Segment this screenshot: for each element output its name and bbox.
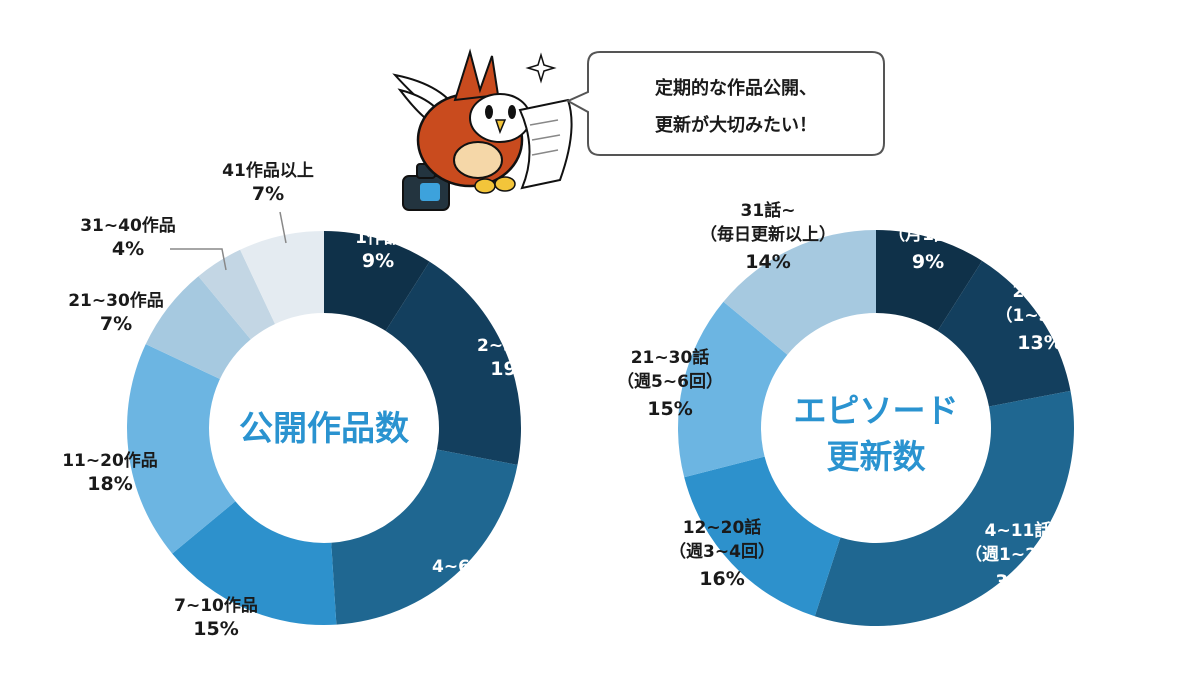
published-works-slice-6 (145, 276, 251, 380)
episode-updates-center-title-line-2: 更新数 (827, 437, 927, 476)
episode-updates-slice-5 (678, 301, 788, 478)
episode-updates-percent-label: 9% (912, 251, 944, 273)
bird-mascot-illustration (392, 48, 573, 211)
episode-updates-frequency-label: （週1~2回） (965, 544, 1071, 565)
episode-updates-frequency-label: （週3~4回） (669, 541, 775, 562)
published-works-percent-label: 9% (362, 250, 394, 272)
episode-updates-frequency-label: （1~3回） (996, 305, 1085, 326)
published-works-slice-4 (172, 501, 337, 625)
episode-updates-slice-6 (723, 230, 876, 355)
episode-updates-donut-chart: 1話 （月1回） 9% 2~3話 （1~3回） 13% 4~11話 （週1~2回） 33% 12~… (617, 200, 1085, 627)
episode-updates-category-label: 31話~ (741, 200, 796, 221)
episode-updates-frequency-label: （週5~6回） (617, 371, 723, 392)
episode-updates-percent-label: 14% (745, 251, 790, 273)
published-works-percent-label: 18% (87, 473, 132, 495)
published-works-slice-1 (324, 231, 430, 331)
published-works-slice-7 (198, 249, 276, 340)
episode-updates-percent-label: 16% (699, 568, 744, 590)
episode-updates-slice-4 (684, 456, 841, 617)
episode-updates-frequency-label: （月1回） (888, 224, 968, 245)
published-works-center-title: 公開作品数 (239, 409, 409, 449)
episode-updates-category-label: 2~3話 (1013, 281, 1068, 302)
published-works-percent-label: 7% (252, 183, 284, 205)
episode-updates-slice-2 (937, 260, 1071, 407)
published-works-category-label: 41作品以上 (222, 160, 314, 181)
episode-updates-percent-label: 33% (995, 571, 1040, 593)
published-works-percent-label: 4% (112, 238, 144, 260)
published-works-category-label: 21~30作品 (68, 290, 164, 311)
episode-updates-percent-label: 13% (1017, 332, 1062, 354)
episode-updates-frequency-label: （毎日更新以上） (700, 224, 836, 245)
episode-updates-category-label: 4~11話 (985, 520, 1052, 541)
episode-updates-percent-label: 15% (647, 398, 692, 420)
speech-bubble: 定期的な作品公開、 更新が大切みたい！ (565, 51, 885, 156)
published-works-category-label: 4~6作品 (432, 556, 504, 577)
published-works-percent-label: 21% (445, 579, 490, 601)
published-works-slice-3 (331, 449, 518, 625)
episode-updates-category-label: 21~30話 (631, 347, 710, 368)
published-works-category-label: 7~10作品 (174, 595, 258, 616)
episode-updates-category-label: 12~20話 (683, 517, 762, 538)
published-works-percent-label: 19% (490, 358, 535, 380)
published-works-percent-label: 7% (100, 313, 132, 335)
episode-updates-slice-1 (876, 230, 983, 331)
leader-line-31-40 (170, 248, 227, 271)
published-works-category-label: 2~3作品 (477, 335, 549, 356)
episode-updates-center-title-line-1: エピソード (794, 391, 959, 430)
speech-bubble-line-2: 更新が大切みたい！ (655, 114, 817, 136)
episode-updates-slice-3 (814, 390, 1075, 627)
episode-updates-category-label: 1話 (914, 200, 943, 221)
speech-bubble-line-1: 定期的な作品公開、 (655, 77, 817, 99)
published-works-percent-label: 15% (193, 618, 238, 640)
speech-bubble-shape (565, 51, 885, 156)
published-works-category-label: 11~20作品 (62, 450, 158, 471)
published-works-slice-5 (127, 344, 236, 554)
published-works-category-label: 1作品 (355, 227, 401, 248)
published-works-slice-8 (240, 231, 324, 324)
published-works-slice-2 (385, 261, 521, 465)
leader-line-41-plus (279, 211, 287, 244)
published-works-category-label: 31~40作品 (80, 215, 176, 236)
